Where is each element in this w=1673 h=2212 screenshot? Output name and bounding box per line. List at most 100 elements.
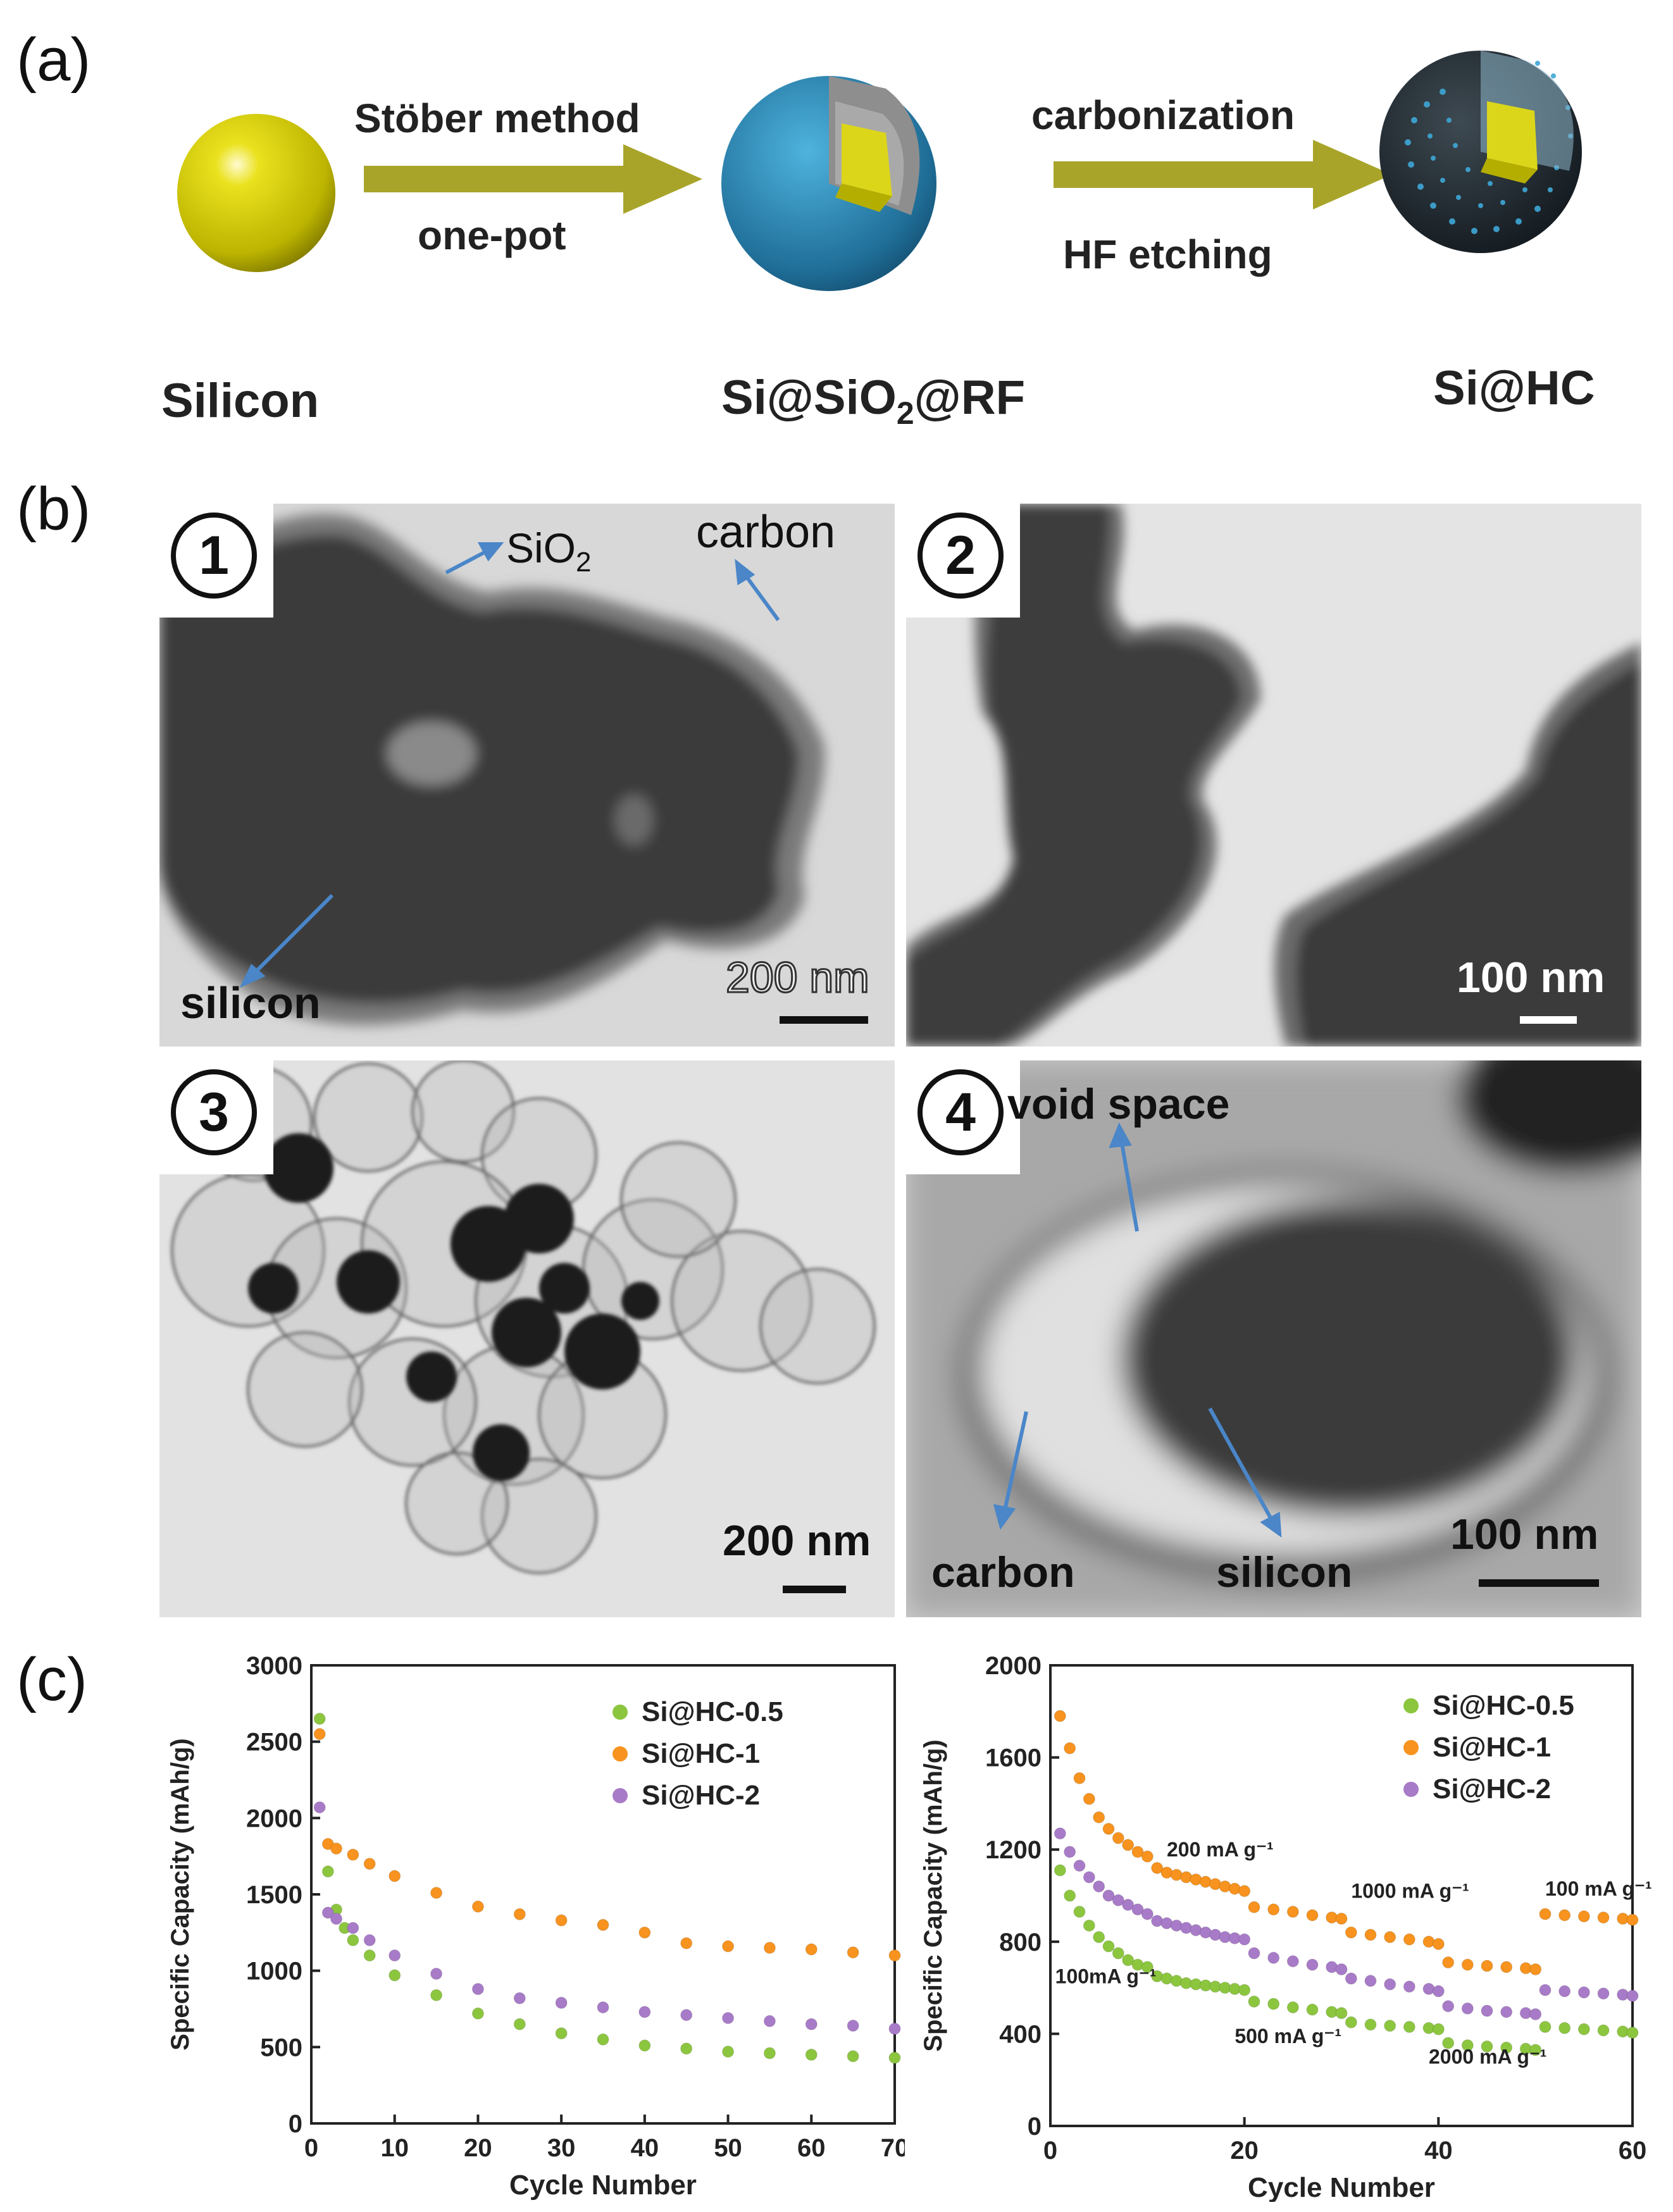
label-silicon: Silicon <box>161 374 320 428</box>
data-point-si-hc-2 <box>763 2015 776 2027</box>
tem-1-silicon-annotation: silicon <box>180 978 321 1028</box>
data-point-si-hc-1 <box>330 1842 343 1855</box>
data-point-si-hc-1 <box>1054 1710 1066 1722</box>
data-point-si-hc-1 <box>1286 1905 1299 1918</box>
tem-4-scale-bar <box>1479 1579 1599 1587</box>
x-tick-label: 70 <box>881 2134 905 2162</box>
data-point-si-hc-2 <box>1539 1984 1552 1996</box>
step2-top-label: carbonization <box>1031 92 1295 138</box>
label-si-hc: Si@HC <box>1433 361 1595 415</box>
legend-marker <box>1403 1782 1419 1797</box>
data-point-si-hc-0-5 <box>1345 2016 1357 2029</box>
data-point-si-hc-1 <box>1267 1903 1280 1916</box>
label-si-sio2-rf: Si@SiO2@RF <box>721 371 1026 432</box>
data-point-si-hc-1 <box>1335 1912 1348 1925</box>
data-point-si-hc-0-5 <box>1461 2039 1474 2052</box>
panel-b-letter: (b) <box>16 475 91 543</box>
data-point-si-hc-0-5 <box>1093 1931 1105 1944</box>
tem-1-carbon-annotation: carbon <box>696 507 836 557</box>
tem-4-badge: 4 <box>906 1060 1020 1174</box>
tem-3-scale-bar <box>783 1586 846 1593</box>
step1-top-label: Stöber method <box>354 96 640 141</box>
data-point-si-hc-0-5 <box>430 1989 443 2001</box>
panel-c-letter: (c) <box>16 1646 87 1713</box>
data-point-si-hc-2 <box>471 1983 484 1996</box>
data-point-si-hc-1 <box>363 1858 376 1870</box>
y-tick-label: 1600 <box>985 1744 1042 1772</box>
data-point-si-hc-1 <box>1151 1861 1164 1874</box>
legend-label: Si@HC-0.5 <box>642 1696 783 1727</box>
data-point-si-hc-2 <box>1403 1980 1415 1993</box>
data-point-si-hc-2 <box>1286 1955 1299 1968</box>
data-point-si-hc-0-5 <box>1626 2027 1639 2039</box>
data-point-si-hc-0-5 <box>680 2042 693 2055</box>
legend-marker <box>1403 1698 1419 1713</box>
data-point-si-hc-1 <box>1064 1742 1076 1755</box>
data-point-si-hc-1 <box>1112 1832 1124 1844</box>
data-point-si-hc-0-5 <box>1539 2020 1552 2033</box>
data-point-si-hc-2 <box>1626 1989 1639 2002</box>
tem-4-arrows <box>993 1122 1282 1538</box>
data-point-si-hc-2 <box>1597 1987 1610 2000</box>
data-point-si-hc-0-5 <box>363 1949 376 1962</box>
data-point-si-hc-2 <box>1064 1846 1076 1858</box>
data-point-si-hc-2 <box>1073 1860 1086 1872</box>
legend-label: Si@HC-0.5 <box>1433 1690 1574 1721</box>
legend-label: Si@HC-1 <box>642 1738 760 1769</box>
data-point-si-hc-1 <box>597 1918 609 1931</box>
data-point-si-hc-0-5 <box>389 1969 401 1982</box>
data-point-si-hc-0-5 <box>1267 1998 1280 2010</box>
data-point-si-hc-1 <box>1442 1956 1455 1969</box>
data-point-si-hc-1 <box>1481 1960 1493 1972</box>
data-point-si-hc-1 <box>430 1887 443 1899</box>
data-point-si-hc-2 <box>1481 2004 1493 2017</box>
tem-image-1-particles <box>159 514 825 1025</box>
data-point-si-hc-1 <box>680 1937 693 1949</box>
tem-1-scale-label: 200 nm <box>725 953 871 1003</box>
data-point-si-hc-2 <box>1364 1975 1377 1987</box>
y-tick-label: 2000 <box>246 1805 302 1832</box>
data-point-si-hc-0-5 <box>638 2039 651 2052</box>
data-point-si-hc-0-5 <box>471 2007 484 2020</box>
data-point-si-hc-2 <box>321 1906 334 1919</box>
data-point-si-hc-0-5 <box>513 2018 526 2030</box>
data-point-si-hc-2 <box>1384 1978 1396 1991</box>
tem-4-silicon-annotation: silicon <box>1216 1548 1353 1596</box>
tem-1-sio2-annotation: SiO2 <box>506 525 592 578</box>
rate-annotation: 100mA g⁻¹ <box>1055 1965 1157 1987</box>
data-point-si-hc-1 <box>1577 1910 1590 1923</box>
data-point-si-hc-2 <box>1529 2008 1542 2020</box>
tem-1-scale-bar <box>780 1016 868 1024</box>
x-tick-label: 60 <box>1619 2137 1647 2165</box>
data-point-si-hc-0-5 <box>1403 2020 1415 2033</box>
data-point-si-hc-0-5 <box>1558 2022 1571 2034</box>
data-point-si-hc-2 <box>1122 1899 1135 1911</box>
chart-cycling: 0 10 20 30 40 50 60 70 0 500 1000 1500 2000 2500 3000 C… <box>166 1652 905 2201</box>
data-point-si-hc-1 <box>513 1908 526 1920</box>
data-point-si-hc-1 <box>1597 1911 1610 1924</box>
data-point-si-hc-0-5 <box>555 2027 568 2040</box>
data-point-si-hc-2 <box>430 1967 443 1980</box>
data-point-si-hc-1 <box>1558 1909 1571 1922</box>
data-point-si-hc-2 <box>1083 1871 1095 1884</box>
data-point-si-hc-0-5 <box>1364 2018 1377 2031</box>
x-tick-label: 0 <box>304 2134 318 2162</box>
legend-label: Si@HC-2 <box>642 1780 760 1811</box>
data-point-si-hc-1 <box>805 1943 818 1956</box>
data-point-si-hc-2 <box>363 1934 376 1946</box>
data-point-si-hc-0-5 <box>1286 2001 1299 2014</box>
x-tick-label: 10 <box>380 2134 409 2162</box>
rate-annotation: 500 mA g⁻¹ <box>1235 2025 1341 2047</box>
data-point-si-hc-0-5 <box>763 2047 776 2060</box>
data-point-si-hc-2 <box>1102 1889 1115 1902</box>
legend-label: Si@HC-2 <box>1433 1774 1551 1805</box>
data-point-si-hc-1 <box>1102 1822 1115 1835</box>
tem-2-scale-bar <box>1520 1016 1577 1024</box>
y-tick-label: 1000 <box>246 1958 302 1985</box>
data-point-si-hc-0-5 <box>1073 1905 1086 1918</box>
data-point-si-hc-2 <box>1345 1972 1357 1985</box>
data-point-si-hc-0-5 <box>1054 1864 1066 1877</box>
legend-label: Si@HC-1 <box>1433 1732 1551 1763</box>
data-point-si-hc-2 <box>330 1913 343 1925</box>
data-point-si-hc-0-5 <box>1122 1954 1135 1967</box>
